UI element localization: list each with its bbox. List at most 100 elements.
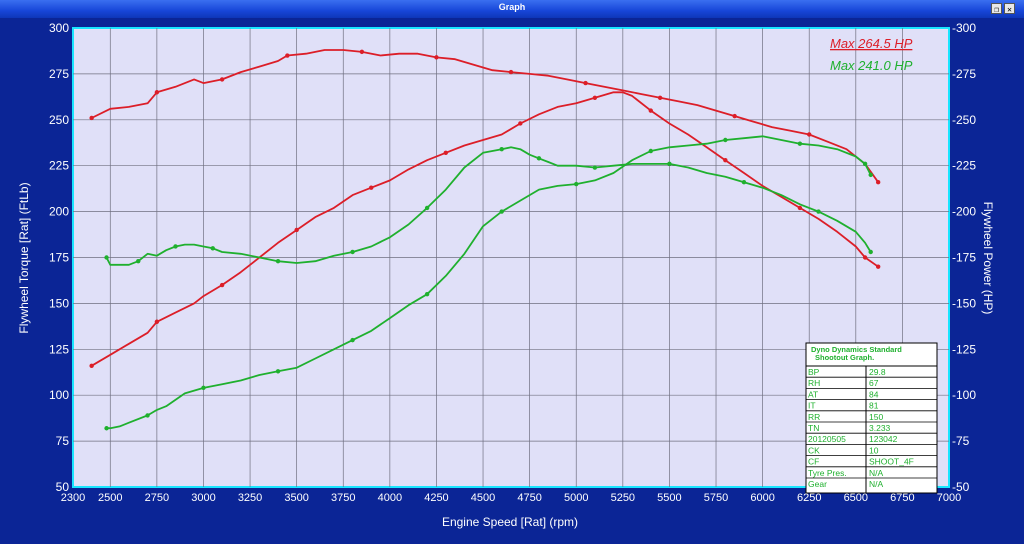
data-point: [583, 80, 588, 86]
data-point: [875, 264, 881, 269]
data-point: [816, 209, 821, 214]
y-right-tick-label: -175: [952, 251, 976, 265]
info-row-value: 150: [869, 412, 883, 422]
data-point: [862, 255, 868, 260]
info-row-value: 10: [869, 445, 879, 455]
data-point: [499, 209, 504, 214]
info-row-value: 29.8: [869, 367, 886, 377]
info-row-key: CK: [808, 445, 820, 455]
data-point: [210, 246, 215, 251]
data-point: [154, 319, 160, 324]
y-left-tick-label: 275: [49, 67, 69, 81]
y-right-tick-label: -300: [952, 21, 976, 35]
x-tick-label: 3250: [238, 492, 262, 504]
data-point: [648, 148, 653, 154]
data-point: [424, 205, 430, 211]
info-row-value: N/A: [869, 468, 884, 478]
x-tick-label: 5000: [564, 492, 588, 504]
data-point: [219, 77, 225, 82]
series-line-torque-2: [105, 146, 872, 266]
data-point: [667, 161, 672, 167]
data-point: [145, 413, 150, 418]
data-point: [518, 121, 523, 126]
x-tick-label: 6250: [797, 492, 821, 504]
data-point: [350, 337, 355, 343]
y-right-tick-label: -150: [952, 296, 976, 310]
series-group: [89, 49, 881, 431]
restore-icon[interactable]: ❐: [991, 3, 1002, 14]
info-table-box: [805, 342, 938, 494]
data-point: [807, 132, 812, 137]
y-left-axis-label: Flywheel Torque [Rat] (FtLb): [17, 182, 31, 333]
x-tick-label: 4500: [471, 492, 495, 504]
x-tick-label: 2500: [98, 492, 122, 504]
data-point: [592, 95, 598, 100]
data-point: [219, 282, 225, 288]
data-point: [89, 363, 94, 369]
data-point: [285, 53, 290, 58]
info-row-value: 123042: [869, 434, 898, 444]
y-right-tick-label: -50: [952, 480, 970, 494]
data-point: [154, 90, 160, 95]
data-point: [723, 157, 728, 163]
x-tick-label: 5500: [657, 492, 681, 504]
data-point: [443, 150, 448, 156]
x-tick-label: 4750: [517, 492, 541, 504]
data-point: [173, 244, 178, 249]
x-tick-label: 4250: [424, 492, 448, 504]
data-point: [732, 113, 737, 119]
max-torque-series-label: Max 264.5 HP: [830, 36, 913, 51]
info-table-subtitle: Shootout Graph.: [815, 353, 874, 362]
data-point: [369, 185, 374, 190]
data-point: [434, 55, 439, 60]
data-point: [797, 141, 803, 146]
data-point: [275, 258, 281, 264]
x-axis-ticks: 2300 2500 2750 3000 3250 3500 3750 4000 4250 4500…: [61, 492, 961, 504]
data-point: [89, 115, 94, 121]
data-point: [868, 249, 873, 255]
window-title: Graph: [498, 2, 526, 12]
y-right-tick-label: -225: [952, 159, 976, 173]
y-left-tick-label: 75: [56, 434, 70, 448]
data-point: [723, 137, 728, 143]
x-axis-label: Engine Speed [Rat] (rpm): [442, 515, 578, 529]
x-tick-label: 7000: [937, 492, 961, 504]
data-point: [648, 108, 653, 113]
y-left-axis-ticks: 50 75 100 125 150 175 200 225 250 275 300: [49, 21, 69, 494]
data-point: [275, 369, 281, 374]
data-point: [536, 156, 542, 161]
data-point: [657, 95, 663, 100]
x-tick-label: 6000: [750, 492, 774, 504]
info-row-key: 20120505: [808, 434, 846, 444]
data-point: [424, 292, 430, 297]
y-right-tick-label: -75: [952, 434, 970, 448]
y-right-tick-label: -200: [952, 205, 976, 219]
data-point: [350, 249, 355, 255]
info-row-value: 67: [869, 378, 879, 388]
x-tick-label: 6500: [844, 492, 868, 504]
info-row-key: Gear: [808, 479, 827, 489]
data-point: [741, 180, 747, 185]
series-line-torque-0: [91, 49, 879, 183]
y-left-tick-label: 200: [49, 205, 69, 219]
y-right-axis-ticks: -50 -75 -100 -125 -150 -175 -200 -225 -250 -275 -3…: [952, 21, 976, 494]
info-row-key: CF: [808, 457, 819, 467]
info-row-value: 84: [869, 389, 879, 399]
y-right-tick-label: -125: [952, 342, 976, 356]
x-tick-label: 5750: [704, 492, 728, 504]
y-left-tick-label: 125: [49, 342, 69, 356]
y-right-tick-label: -100: [952, 388, 976, 402]
data-point: [592, 165, 598, 170]
max-power-series-label: Max 241.0 HP: [830, 58, 913, 73]
data-point: [574, 181, 579, 187]
data-point: [294, 227, 299, 233]
y-right-axis-label: Flywheel Power (HP): [981, 202, 995, 315]
data-point: [499, 146, 504, 152]
info-row-key: AT: [808, 389, 818, 399]
y-left-tick-label: 100: [49, 388, 69, 402]
y-left-tick-label: 175: [49, 251, 69, 265]
data-point: [136, 258, 141, 264]
close-icon[interactable]: ✕: [1004, 3, 1015, 14]
